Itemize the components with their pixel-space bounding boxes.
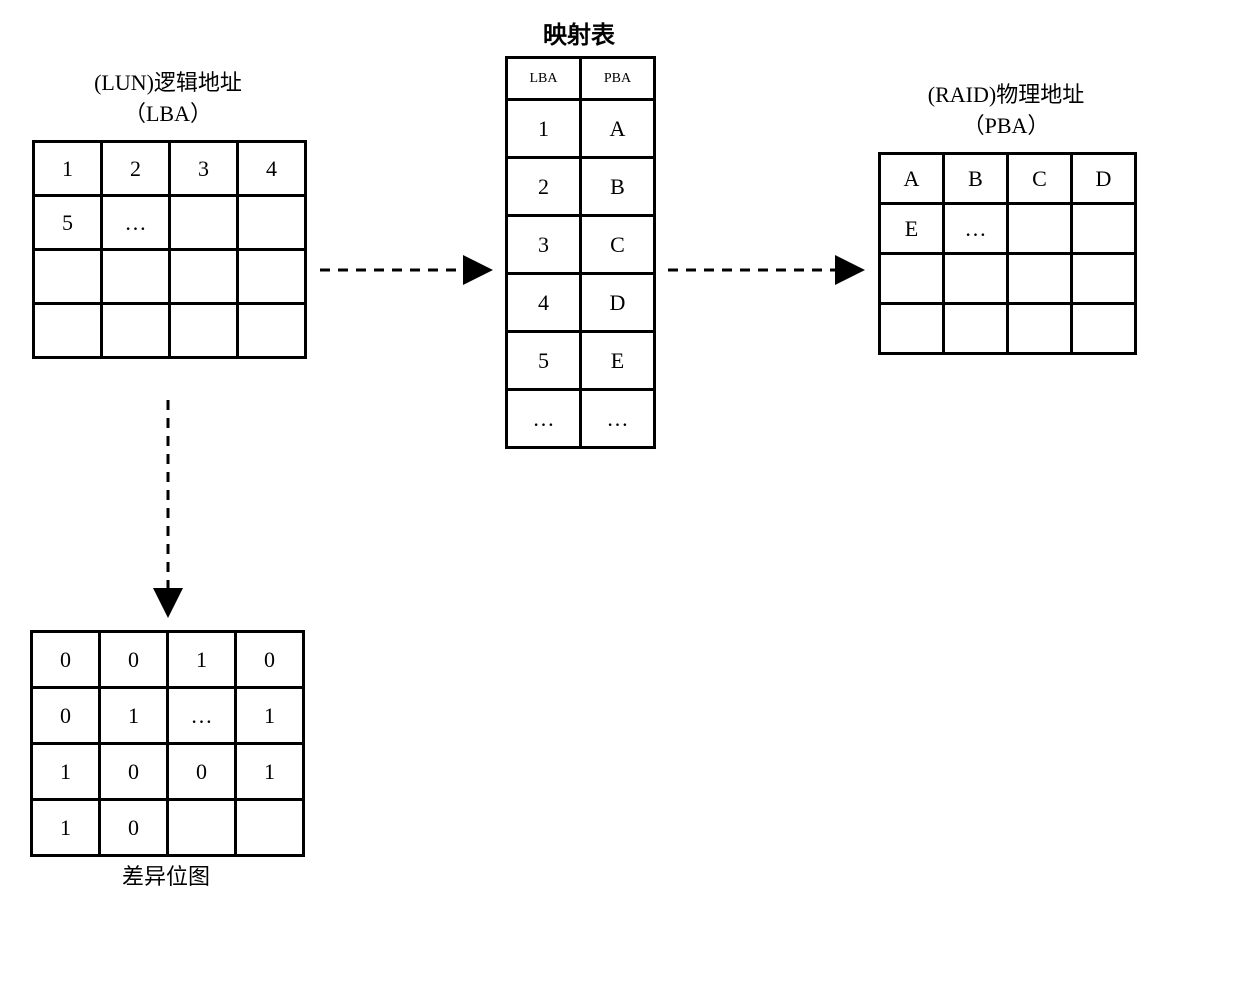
mapping-label: 映射表 (505, 20, 653, 54)
grid-cell: … (944, 204, 1008, 254)
grid-cell: 1 (34, 142, 102, 196)
mapping-table: LBAPBA1A2B3C4D5E…… (505, 56, 656, 449)
lba-label: (LUN)逻辑地址 （LBA） (32, 68, 304, 130)
grid-cell (1072, 204, 1136, 254)
mapping-header: PBA (581, 58, 655, 100)
mapping-cell: 3 (507, 216, 581, 274)
grid-cell (238, 196, 306, 250)
grid-cell (944, 254, 1008, 304)
grid-cell (1008, 304, 1072, 354)
mapping-cell: B (581, 158, 655, 216)
mapping-cell: D (581, 274, 655, 332)
grid-cell: 1 (32, 800, 100, 856)
grid-cell (34, 250, 102, 304)
grid-cell: … (168, 688, 236, 744)
grid-cell (1072, 254, 1136, 304)
grid-cell: 0 (100, 632, 168, 688)
mapping-cell: … (581, 390, 655, 448)
pba-label: (RAID)物理地址 （PBA） (878, 80, 1134, 142)
grid-cell: 0 (100, 800, 168, 856)
grid-cell (1008, 254, 1072, 304)
grid-cell: A (880, 154, 944, 204)
grid-cell: 4 (238, 142, 306, 196)
grid-cell: 3 (170, 142, 238, 196)
grid-cell (1008, 204, 1072, 254)
lba-grid: 1234 5… (32, 140, 307, 359)
grid-cell (880, 254, 944, 304)
grid-cell (944, 304, 1008, 354)
grid-cell (170, 250, 238, 304)
grid-cell: 1 (236, 744, 304, 800)
grid-cell: 1 (236, 688, 304, 744)
grid-cell: D (1072, 154, 1136, 204)
mapping-cell: E (581, 332, 655, 390)
grid-cell (168, 800, 236, 856)
grid-cell (238, 250, 306, 304)
mapping-cell: 4 (507, 274, 581, 332)
grid-cell: 0 (236, 632, 304, 688)
grid-cell: 0 (168, 744, 236, 800)
grid-cell (102, 250, 170, 304)
mapping-cell: 1 (507, 100, 581, 158)
pba-grid: ABCD E… (878, 152, 1137, 355)
diff-label: 差异位图 (30, 862, 302, 893)
grid-cell: … (102, 196, 170, 250)
grid-cell (238, 304, 306, 358)
mapping-cell: A (581, 100, 655, 158)
mapping-cell: C (581, 216, 655, 274)
grid-cell (170, 304, 238, 358)
mapping-header: LBA (507, 58, 581, 100)
grid-cell: 1 (100, 688, 168, 744)
grid-cell (880, 304, 944, 354)
grid-cell: 2 (102, 142, 170, 196)
grid-cell (1072, 304, 1136, 354)
mapping-cell: 2 (507, 158, 581, 216)
diff-grid: 001001…1100110 (30, 630, 305, 857)
grid-cell (34, 304, 102, 358)
grid-cell (102, 304, 170, 358)
grid-cell: C (1008, 154, 1072, 204)
mapping-cell: 5 (507, 332, 581, 390)
grid-cell: 1 (32, 744, 100, 800)
grid-cell: 5 (34, 196, 102, 250)
grid-cell: 0 (100, 744, 168, 800)
grid-cell (236, 800, 304, 856)
grid-cell: E (880, 204, 944, 254)
grid-cell: B (944, 154, 1008, 204)
mapping-cell: … (507, 390, 581, 448)
grid-cell: 1 (168, 632, 236, 688)
grid-cell (170, 196, 238, 250)
grid-cell: 0 (32, 632, 100, 688)
grid-cell: 0 (32, 688, 100, 744)
